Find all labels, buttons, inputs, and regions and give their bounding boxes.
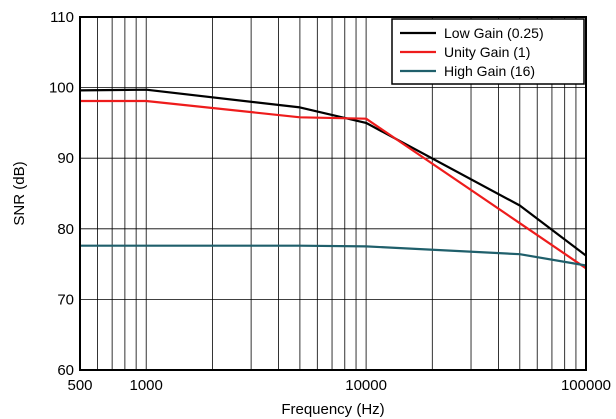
- legend-label: Unity Gain (1): [444, 44, 530, 60]
- y-axis-label: SNR (dB): [11, 161, 28, 225]
- legend: Low Gain (0.25) Unity Gain (1) High Gain (…: [391, 18, 585, 85]
- legend-box: [391, 18, 585, 85]
- legend-label: Low Gain (0.25): [444, 25, 544, 41]
- y-tick-label: 100: [49, 80, 74, 97]
- legend-label: High Gain (16): [444, 63, 535, 79]
- series-line-2: [80, 99, 587, 270]
- grid: [80, 17, 586, 370]
- x-tick-label: 10000: [345, 377, 387, 394]
- y-tick-label: 70: [57, 291, 74, 308]
- x-tick-label: 100000: [561, 377, 611, 394]
- y-tick-label: 90: [57, 150, 74, 167]
- series-line-3: [80, 244, 587, 267]
- y-tick-label: 110: [50, 9, 74, 26]
- x-tick-label: 500: [67, 377, 92, 394]
- x-axis-label: Frequency (Hz): [281, 401, 384, 418]
- x-tick-label: 1000: [130, 377, 163, 394]
- y-tick-label: 60: [57, 362, 74, 379]
- y-tick-labels: 60 70 80 90 100 110: [49, 9, 74, 379]
- series-lines: [79, 88, 587, 270]
- y-tick-label: 80: [57, 221, 74, 238]
- x-tick-labels: 500 1000 10000 100000: [67, 377, 611, 394]
- plot-frame: [79, 16, 587, 371]
- series-line-1: [79, 88, 587, 257]
